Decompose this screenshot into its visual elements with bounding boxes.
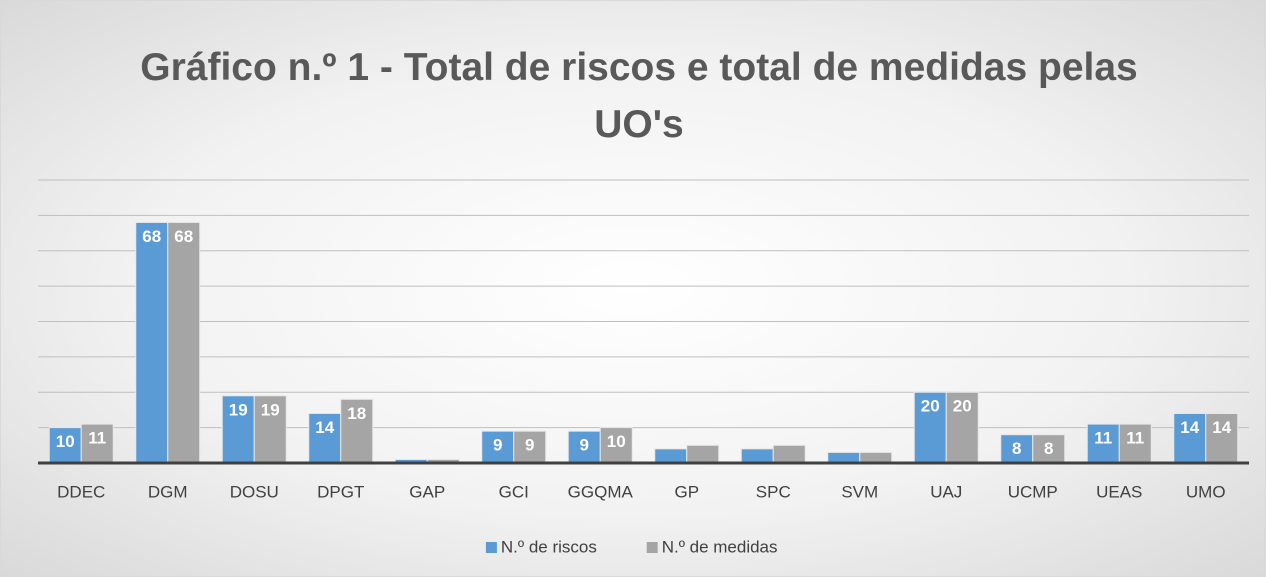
bar bbox=[481, 430, 515, 464]
x-tick-label: DGM bbox=[148, 482, 188, 501]
legend-swatch bbox=[646, 542, 658, 553]
x-tick-label: DPGT bbox=[317, 482, 364, 501]
x-tick-label: SVM bbox=[841, 482, 878, 501]
data-label: 14 bbox=[1212, 418, 1231, 437]
legend-label: N.º de medidas bbox=[662, 537, 778, 556]
data-label: 9 bbox=[525, 436, 534, 455]
bar bbox=[913, 391, 947, 464]
data-label: 10 bbox=[607, 432, 626, 451]
data-label: 11 bbox=[1126, 429, 1144, 448]
bar bbox=[1032, 434, 1066, 464]
bar bbox=[827, 451, 861, 464]
chart-title: Gráfico n.º 1 - Total de riscos e total … bbox=[140, 46, 1138, 146]
bar bbox=[167, 221, 201, 464]
bar bbox=[80, 423, 114, 464]
bar bbox=[135, 221, 169, 464]
x-tick-label: UEAS bbox=[1096, 482, 1142, 501]
x-tick-label: GGQMA bbox=[568, 482, 634, 501]
bar bbox=[686, 444, 720, 464]
legend-label: N.º de riscos bbox=[501, 537, 597, 556]
x-tick-label: DOSU bbox=[230, 482, 279, 501]
x-tick-label: UCMP bbox=[1008, 482, 1058, 501]
data-label: 8 bbox=[1012, 439, 1021, 458]
bar bbox=[772, 444, 806, 464]
data-label: 10 bbox=[56, 432, 75, 451]
bar bbox=[1086, 423, 1120, 464]
bar bbox=[253, 395, 287, 464]
bar bbox=[740, 448, 774, 464]
bar bbox=[654, 448, 688, 464]
legend-swatch bbox=[485, 542, 497, 553]
data-label: 68 bbox=[142, 227, 161, 246]
x-tick-label: UAJ bbox=[930, 482, 962, 501]
data-label: 14 bbox=[1180, 418, 1199, 437]
data-label: 18 bbox=[347, 404, 366, 423]
data-label: 68 bbox=[174, 227, 193, 246]
data-label: 14 bbox=[315, 418, 334, 437]
x-tick-label: SPC bbox=[756, 482, 791, 501]
x-tick-label: DDEC bbox=[57, 482, 105, 501]
data-label: 9 bbox=[580, 436, 589, 455]
bar bbox=[48, 427, 82, 464]
x-tick-label: GAP bbox=[409, 482, 445, 501]
x-tick-label: UMO bbox=[1186, 482, 1226, 501]
data-label: 20 bbox=[921, 397, 940, 416]
x-tick-label: GP bbox=[674, 482, 699, 501]
data-label: 19 bbox=[229, 400, 248, 419]
data-label: 9 bbox=[493, 436, 502, 455]
bar bbox=[859, 451, 893, 464]
bar bbox=[513, 430, 547, 464]
bar bbox=[567, 430, 601, 464]
data-label: 19 bbox=[261, 400, 280, 419]
data-label: 8 bbox=[1044, 439, 1053, 458]
data-label: 11 bbox=[1094, 429, 1112, 448]
data-label: 11 bbox=[88, 429, 106, 448]
x-tick-label: GCI bbox=[499, 482, 529, 501]
bar bbox=[221, 395, 255, 464]
data-label: 20 bbox=[953, 397, 972, 416]
bar bbox=[599, 427, 633, 464]
